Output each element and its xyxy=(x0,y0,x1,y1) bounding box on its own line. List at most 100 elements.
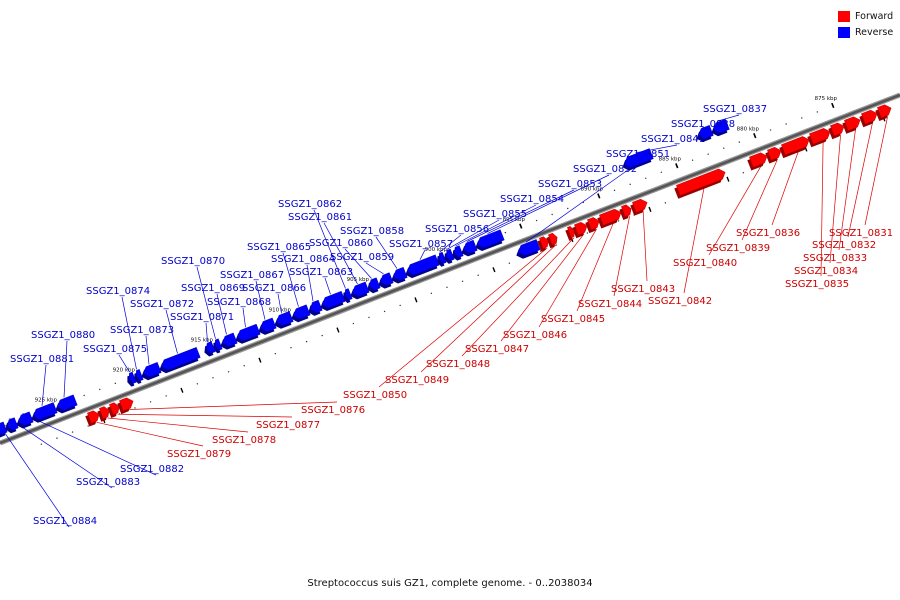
gene-label[interactable]: SSGZ1_0837 xyxy=(703,104,767,115)
gene-label[interactable]: SSGZ1_0836 xyxy=(736,228,800,239)
gene-label[interactable]: SSGZ1_0883 xyxy=(76,477,140,488)
gene-label[interactable]: SSGZ1_0874 xyxy=(86,286,150,297)
gene-label[interactable]: SSGZ1_0832 xyxy=(812,240,876,251)
gene-arrow xyxy=(463,239,478,254)
tick-label: 875 kbp xyxy=(815,96,838,102)
gene-label[interactable]: SSGZ1_0860 xyxy=(309,238,373,249)
gene-label[interactable]: SSGZ1_0867 xyxy=(220,270,284,281)
gene-label[interactable]: SSGZ1_0831 xyxy=(829,228,893,239)
gene-label[interactable]: SSGZ1_0843 xyxy=(611,284,675,295)
gene-label[interactable]: SSGZ1_0848 xyxy=(426,359,490,370)
gene-label[interactable]: SSGZ1_0877 xyxy=(256,420,320,431)
gene-label[interactable]: SSGZ1_0870 xyxy=(161,256,225,267)
gene-label[interactable]: SSGZ1_0868 xyxy=(207,297,271,308)
lower-tick-mark xyxy=(414,297,418,303)
gene-label[interactable]: SSGZ1_0873 xyxy=(110,325,174,336)
label-leader xyxy=(864,116,888,226)
gene-label[interactable]: SSGZ1_0866 xyxy=(242,283,306,294)
gene-label[interactable]: SSGZ1_0851 xyxy=(606,149,670,160)
gene-label[interactable]: SSGZ1_0881 xyxy=(10,354,74,365)
gene-label[interactable]: SSGZ1_0858 xyxy=(340,226,404,237)
gene-label[interactable]: SSGZ1_0855 xyxy=(463,209,527,220)
gene-feature xyxy=(378,272,394,289)
gene-label[interactable]: SSGZ1_0859 xyxy=(330,252,394,263)
label-leader xyxy=(96,421,204,447)
gene-arrow xyxy=(393,266,408,281)
gene-label[interactable]: SSGZ1_0844 xyxy=(578,299,642,310)
gene-label[interactable]: SSGZ1_0871 xyxy=(170,312,234,323)
label-leader xyxy=(216,293,227,335)
minor-tick-mark xyxy=(196,383,199,385)
gene-label[interactable]: SSGZ1_0876 xyxy=(301,405,365,416)
minor-tick-mark xyxy=(305,340,308,343)
gene-label[interactable]: SSGZ1_0880 xyxy=(31,330,95,341)
label-leader xyxy=(439,234,462,253)
reverse-swatch xyxy=(838,27,850,38)
minor-tick-mark xyxy=(617,220,620,222)
gene-feature xyxy=(516,239,541,259)
gene-feature xyxy=(475,229,505,251)
minor-tick-mark xyxy=(645,177,647,179)
gene-label[interactable]: SSGZ1_0862 xyxy=(278,199,342,210)
gene-feature xyxy=(828,122,845,140)
gene-arrow xyxy=(310,299,323,313)
gene-label[interactable]: SSGZ1_0845 xyxy=(541,314,605,325)
gene-arrow xyxy=(109,402,120,416)
gene-arrow xyxy=(439,251,447,264)
label-leader xyxy=(741,158,778,241)
gene-label[interactable]: SSGZ1_0853 xyxy=(538,179,602,190)
gene-label[interactable]: SSGZ1_0852 xyxy=(573,164,637,175)
gene-label[interactable]: SSGZ1_0847 xyxy=(465,344,529,355)
gene-label[interactable]: SSGZ1_0840 xyxy=(673,258,737,269)
gene-label[interactable]: SSGZ1_0861 xyxy=(288,212,352,223)
major-tick-mark xyxy=(831,102,835,109)
minor-tick-mark xyxy=(290,346,292,349)
gene-feature xyxy=(159,347,201,374)
gene-arrow xyxy=(574,221,588,236)
gene-label[interactable]: SSGZ1_0849 xyxy=(385,375,449,386)
gene-label[interactable]: SSGZ1_0884 xyxy=(33,516,97,527)
gene-label[interactable]: SSGZ1_0869 xyxy=(181,283,245,294)
gene-label[interactable]: SSGZ1_0841 xyxy=(641,134,705,145)
gene-feature xyxy=(391,266,408,284)
gene-label[interactable]: SSGZ1_0835 xyxy=(785,279,849,290)
gene-feature xyxy=(747,152,768,171)
gene-label[interactable]: SSGZ1_0834 xyxy=(794,266,858,277)
major-tick-mark xyxy=(519,223,523,229)
legend-forward-label: Forward xyxy=(855,11,894,22)
label-leader xyxy=(683,187,705,294)
gene-arrow xyxy=(632,198,648,213)
gene-label[interactable]: SSGZ1_0850 xyxy=(343,390,407,401)
gene-feature xyxy=(875,104,892,121)
gene-label[interactable]: SSGZ1_0838 xyxy=(671,119,735,130)
minor-tick-mark xyxy=(40,443,43,445)
gene-feature xyxy=(320,290,346,311)
gene-label[interactable]: SSGZ1_0842 xyxy=(648,296,712,307)
label-leader xyxy=(242,307,246,328)
gene-label[interactable]: SSGZ1_0833 xyxy=(803,253,867,264)
gene-label[interactable]: SSGZ1_0865 xyxy=(247,242,311,253)
gene-arrow xyxy=(809,128,831,145)
label-leader xyxy=(708,164,762,256)
gene-feature xyxy=(16,411,34,429)
minor-tick-mark xyxy=(149,401,152,403)
gene-label[interactable]: SSGZ1_0846 xyxy=(503,330,567,341)
gene-label[interactable]: SSGZ1_0857 xyxy=(389,239,453,250)
label-leader xyxy=(63,340,68,398)
gene-label[interactable]: SSGZ1_0878 xyxy=(212,435,276,446)
gene-label[interactable]: SSGZ1_0854 xyxy=(500,194,564,205)
gene-label[interactable]: SSGZ1_0839 xyxy=(706,243,770,254)
gene-feature xyxy=(711,118,730,137)
map-caption: Streptococcus suis GZ1, complete genome.… xyxy=(307,578,593,589)
gene-label[interactable]: SSGZ1_0882 xyxy=(120,464,184,475)
gene-label[interactable]: SSGZ1_0872 xyxy=(130,299,194,310)
label-leader xyxy=(41,364,47,406)
gene-label[interactable]: SSGZ1_0856 xyxy=(425,224,489,235)
gene-label[interactable]: SSGZ1_0863 xyxy=(289,267,353,278)
gene-label[interactable]: SSGZ1_0875 xyxy=(83,344,147,355)
gene-arrow xyxy=(567,226,575,238)
gene-label[interactable]: SSGZ1_0864 xyxy=(271,254,335,265)
gene-label[interactable]: SSGZ1_0879 xyxy=(167,449,231,460)
gene-feature xyxy=(779,136,810,159)
